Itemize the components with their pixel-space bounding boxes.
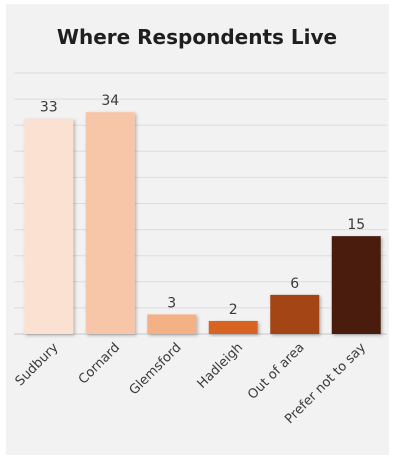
category-label: Cornard [76, 340, 123, 387]
bar-hadleigh [208, 320, 258, 334]
bar-glemsford [147, 314, 197, 334]
category-labels: Sudbury Cornard Glemsford Hadleigh Out of ar… [13, 340, 370, 427]
category-label: Hadleigh [195, 340, 246, 391]
bar-sudbury [24, 118, 74, 334]
bar-prefer-not-to-say [331, 236, 381, 334]
gridlines [14, 72, 387, 335]
data-label: 3 [167, 295, 176, 311]
chart-title: Where Respondents Live [57, 25, 337, 49]
data-label: 33 [40, 100, 58, 116]
bars [24, 112, 381, 335]
data-label: 6 [290, 276, 299, 292]
chart-panel: Where Respondents Live 33 34 3 2 6 15 Sudbury… [6, 4, 389, 455]
bar-out-of-area [270, 294, 320, 334]
data-label: 34 [101, 93, 119, 109]
data-label: 2 [229, 302, 238, 318]
value-labels: 33 34 3 2 6 15 [40, 93, 365, 318]
category-label: Out of area [245, 340, 307, 402]
bar-chart: Where Respondents Live 33 34 3 2 6 15 Sudbury… [13, 25, 387, 427]
data-label: 15 [347, 217, 365, 233]
category-label: Glemsford [127, 340, 185, 398]
bar-cornard [85, 112, 135, 335]
category-label: Sudbury [13, 340, 62, 389]
